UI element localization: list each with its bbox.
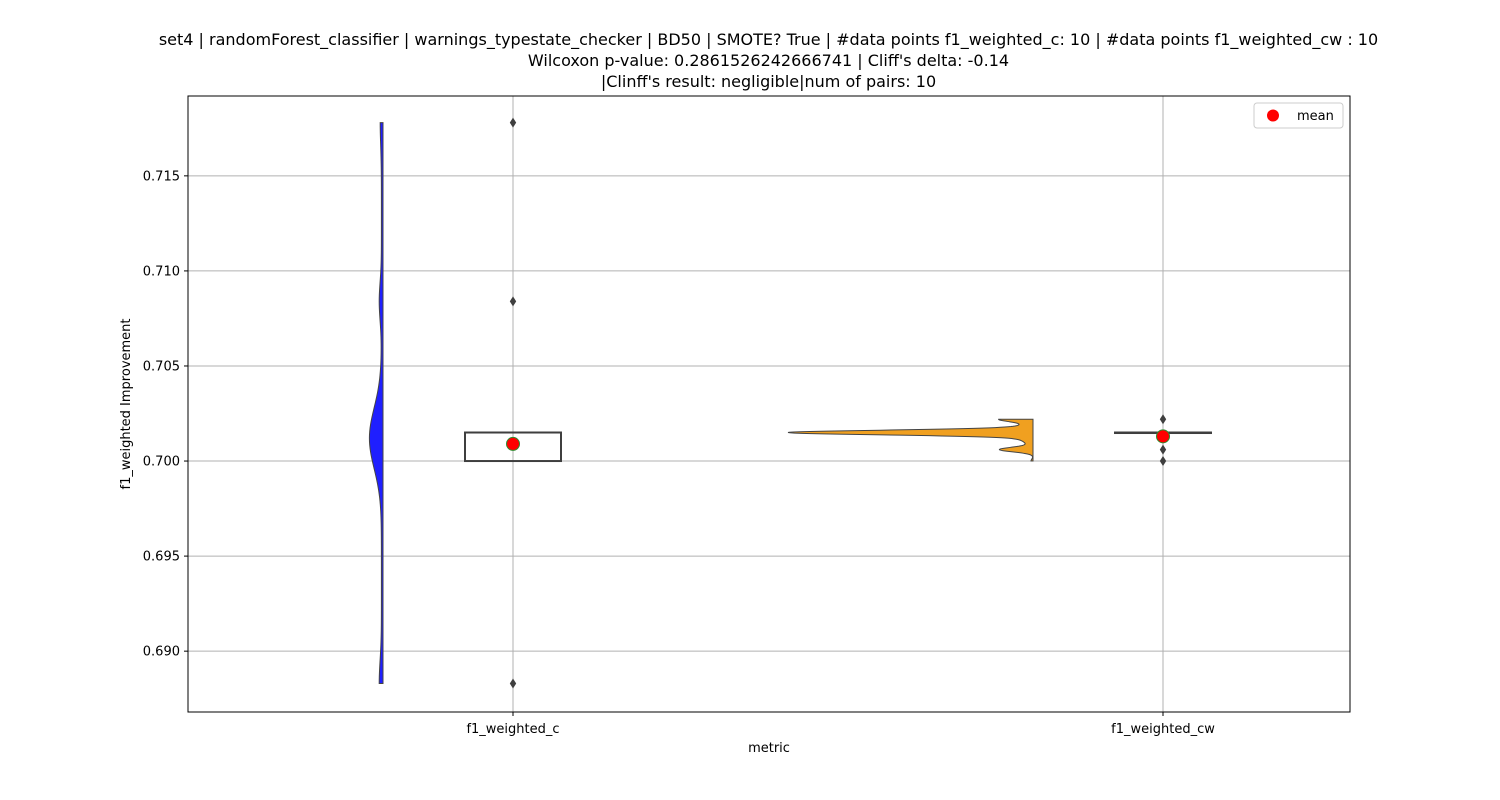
outlier-point-f1_weighted_cw-0 — [1159, 414, 1167, 425]
x-axis-ticks: f1_weighted_c f1_weighted_cw — [466, 712, 1215, 737]
legend: mean — [1253, 102, 1344, 129]
data-points — [506, 117, 1170, 689]
mean-marker-f1_weighted_cw — [1156, 429, 1170, 444]
grid-lines — [188, 96, 1350, 712]
outlier-point-f1_weighted_c-2 — [509, 678, 517, 689]
mean-marker-f1_weighted_c — [506, 436, 520, 451]
chart-title-line-3: |Clinff's result: negligible|num of pair… — [600, 72, 937, 91]
y-tick-label-4: 0.710 — [143, 264, 180, 279]
legend-mean-marker — [1267, 109, 1279, 122]
y-tick-label-3: 0.705 — [143, 359, 180, 374]
x-axis-label: metric — [748, 741, 790, 756]
violin-f1_weighted_cw — [787, 418, 1034, 462]
violins — [368, 122, 1034, 684]
outlier-point-f1_weighted_cw-1 — [1159, 444, 1167, 455]
y-axis-ticks: 0.690 0.695 0.700 0.705 0.710 0.715 — [143, 169, 188, 660]
chart-title-line-1: set4 | randomForest_classifier | warning… — [158, 30, 1379, 49]
violin-f1_weighted_c — [368, 122, 384, 684]
x-tick-label-1: f1_weighted_cw — [1111, 722, 1215, 737]
box-plots — [464, 431, 1212, 463]
y-tick-label-0: 0.690 — [143, 645, 180, 660]
legend-box — [1253, 102, 1344, 129]
y-tick-label-2: 0.700 — [143, 455, 180, 470]
outlier-point-f1_weighted_cw-2 — [1159, 456, 1167, 467]
y-tick-label-5: 0.715 — [143, 169, 180, 184]
legend-mean-label: mean — [1297, 109, 1334, 124]
y-tick-label-1: 0.695 — [143, 550, 180, 565]
x-tick-label-0: f1_weighted_c — [466, 722, 559, 737]
outlier-point-f1_weighted_c-0 — [509, 117, 517, 128]
y-axis-label: f1_weighted Improvement — [119, 318, 134, 489]
chart-title-line-2: Wilcoxon p-value: 0.2861526242666741 | C… — [527, 51, 1010, 70]
plot-frame — [187, 95, 1351, 713]
outlier-point-f1_weighted_c-1 — [509, 296, 517, 307]
